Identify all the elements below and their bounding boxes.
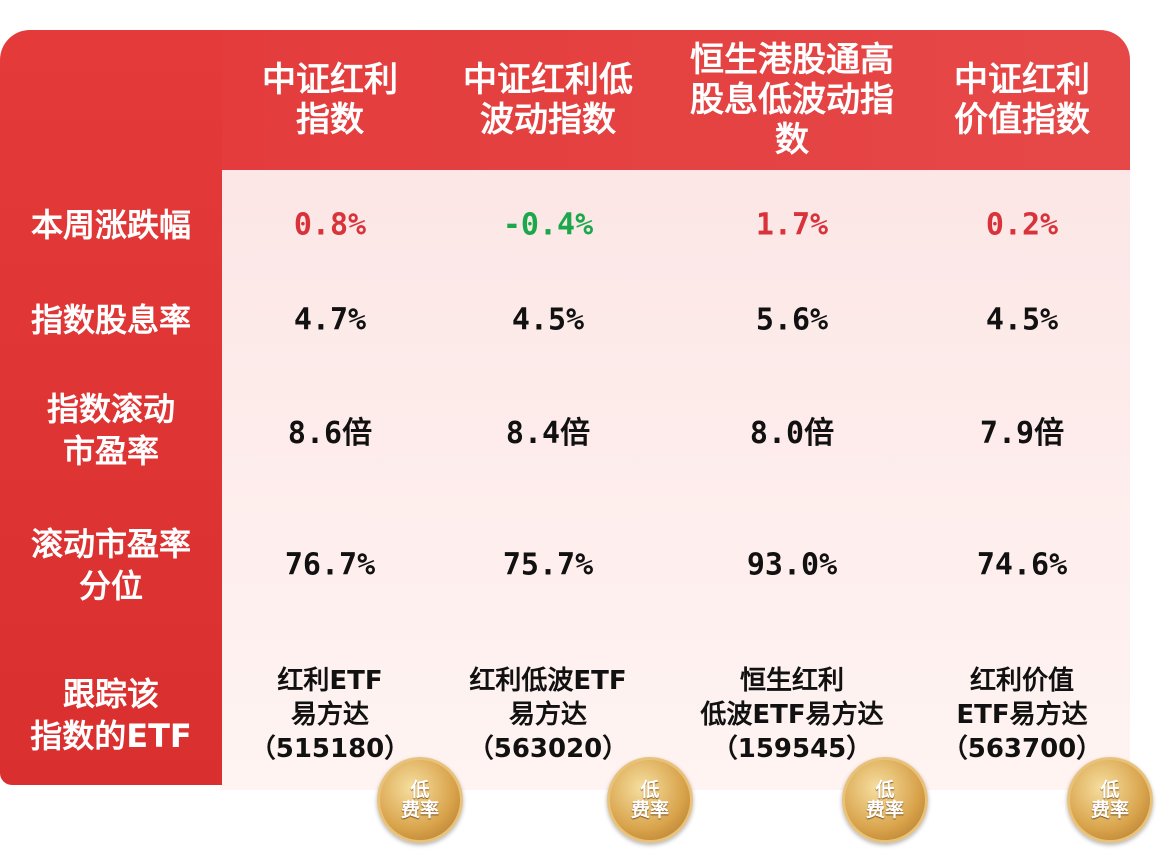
row-label: 指数股息率 <box>30 301 192 339</box>
value-cell: 0.8% <box>293 207 367 243</box>
value-cell: 75.7% <box>502 547 594 583</box>
label-column-bg <box>0 30 222 785</box>
value-cell: 8.4倍 <box>505 416 591 451</box>
row-label: 指数滚动 市盈率 <box>46 390 176 470</box>
value-cell: 7.9倍 <box>979 416 1065 451</box>
value-cell: 1.7% <box>755 207 829 243</box>
etf-cell: 恒生红利 低波ETF易方达 （159545） <box>700 666 884 764</box>
fee-badge: 低 费率 <box>607 757 693 843</box>
row-label: 跟踪该 指数的ETF <box>30 675 192 755</box>
column-header: 中证红利低 波动指数 <box>463 60 633 140</box>
value-cell: 8.0倍 <box>749 416 835 451</box>
value-cell: 76.7% <box>284 547 376 583</box>
value-cell: 4.5% <box>511 302 585 338</box>
fee-badge: 低 费率 <box>377 757 463 843</box>
column-header: 中证红利 价值指数 <box>954 60 1090 140</box>
row-label: 滚动市盈率 分位 <box>30 525 192 605</box>
fee-badge: 低 费率 <box>1067 757 1153 843</box>
value-cell: 4.5% <box>985 302 1059 338</box>
etf-cell: 红利价值 ETF易方达 （563700） <box>941 666 1103 764</box>
row-label: 本周涨跌幅 <box>30 206 192 244</box>
etf-cell: 红利低波ETF 易方达 （563020） <box>467 666 629 764</box>
badge-text: 低 费率 <box>1090 779 1129 821</box>
fee-badge: 低 费率 <box>842 757 928 843</box>
header-bg <box>220 30 1130 170</box>
value-cell: 8.6倍 <box>287 416 373 451</box>
value-cell: 5.6% <box>755 302 829 338</box>
etf-cell: 红利ETF 易方达 （515180） <box>249 666 411 764</box>
badge-text: 低 费率 <box>865 779 904 821</box>
badge-text: 低 费率 <box>400 779 439 821</box>
value-cell: 74.6% <box>976 547 1068 583</box>
value-cell: 4.7% <box>293 302 367 338</box>
column-header: 中证红利 指数 <box>262 60 398 140</box>
value-cell: 93.0% <box>746 547 838 583</box>
value-cell: 0.2% <box>985 207 1059 243</box>
column-header: 恒生港股通高 股息低波动指 数 <box>690 40 894 160</box>
badge-text: 低 费率 <box>630 779 669 821</box>
value-cell: -0.4% <box>502 207 594 243</box>
